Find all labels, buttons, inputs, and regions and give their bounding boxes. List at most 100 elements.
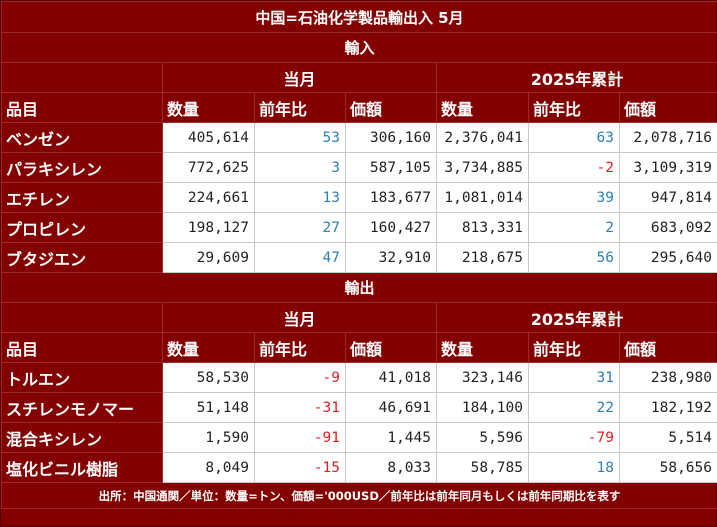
cell-month-volume: 224,661 — [162, 182, 255, 213]
cell-ytd-value: 947,814 — [619, 182, 717, 213]
cell-ytd-value: 5,514 — [619, 422, 717, 453]
cell-ytd-yoy: 2 — [528, 212, 620, 243]
cell-month-volume: 772,625 — [162, 152, 255, 183]
cell-ytd-yoy: -2 — [528, 152, 620, 183]
cell-month-volume: 8,049 — [162, 452, 255, 483]
cell-ytd-volume: 218,675 — [436, 242, 529, 273]
group-header-ytd: 2025年累計 — [436, 302, 717, 333]
row-item-name: パラキシレン — [1, 152, 163, 183]
group-header-month: 当月 — [162, 302, 437, 333]
table-title: 中国=石油化学製品輸出入 5月 — [1, 1, 717, 33]
cell-month-value: 587,105 — [345, 152, 437, 183]
table-row: トルエン 58,530 -9 41,018 323,146 31 238,980 — [1, 362, 717, 393]
row-item-name: ブタジエン — [1, 242, 163, 273]
cell-ytd-value: 182,192 — [619, 392, 717, 423]
cell-month-value: 46,691 — [345, 392, 437, 423]
cell-month-value: 160,427 — [345, 212, 437, 243]
cell-ytd-yoy: -79 — [528, 422, 620, 453]
cell-ytd-value: 58,656 — [619, 452, 717, 483]
trade-table: 中国=石油化学製品輸出入 5月 輸入 当月 2025年累計 品目 数量 前年比 価額 数量 前年… — [1, 1, 717, 509]
group-header-blank — [1, 302, 163, 333]
column-header-item: 品目 — [1, 332, 163, 363]
column-header: 前年比 — [528, 332, 620, 363]
section-row: 輸入 — [1, 32, 717, 63]
cell-month-yoy: 27 — [254, 212, 346, 243]
cell-month-value: 1,445 — [345, 422, 437, 453]
cell-ytd-value: 238,980 — [619, 362, 717, 393]
cell-ytd-volume: 5,596 — [436, 422, 529, 453]
cell-ytd-value: 2,078,716 — [619, 122, 717, 153]
column-header: 数量 — [436, 92, 529, 123]
cell-ytd-value: 683,092 — [619, 212, 717, 243]
cell-ytd-yoy: 31 — [528, 362, 620, 393]
cell-month-value: 32,910 — [345, 242, 437, 273]
cell-ytd-yoy: 39 — [528, 182, 620, 213]
cell-month-yoy: 13 — [254, 182, 346, 213]
cell-ytd-yoy: 63 — [528, 122, 620, 153]
column-header-item: 品目 — [1, 92, 163, 123]
row-item-name: トルエン — [1, 362, 163, 393]
column-header: 前年比 — [528, 92, 620, 123]
column-header: 数量 — [162, 92, 255, 123]
column-header: 価額 — [345, 332, 437, 363]
column-header: 数量 — [162, 332, 255, 363]
cell-month-value: 41,018 — [345, 362, 437, 393]
cell-month-value: 8,033 — [345, 452, 437, 483]
row-item-name: プロピレン — [1, 212, 163, 243]
cell-ytd-yoy: 18 — [528, 452, 620, 483]
cell-month-volume: 58,530 — [162, 362, 255, 393]
cell-month-volume: 198,127 — [162, 212, 255, 243]
section-label: 輸入 — [1, 32, 717, 63]
cell-ytd-volume: 58,785 — [436, 452, 529, 483]
cell-month-yoy: -91 — [254, 422, 346, 453]
cell-month-yoy: -31 — [254, 392, 346, 423]
cell-month-yoy: -15 — [254, 452, 346, 483]
table-row: ブタジエン 29,609 47 32,910 218,675 56 295,640 — [1, 242, 717, 273]
footnote: 出所：中国通関／単位：数量=トン、価額='000USD／前年比は前年同月もしくは… — [1, 482, 717, 509]
group-header-month: 当月 — [162, 62, 437, 93]
column-header: 前年比 — [254, 332, 346, 363]
column-header: 前年比 — [254, 92, 346, 123]
cell-ytd-value: 295,640 — [619, 242, 717, 273]
cell-ytd-volume: 1,081,014 — [436, 182, 529, 213]
column-header-row: 品目 数量 前年比 価額 数量 前年比 価額 — [1, 92, 717, 123]
cell-ytd-volume: 3,734,885 — [436, 152, 529, 183]
table-row: スチレンモノマー 51,148 -31 46,691 184,100 22 182,192 — [1, 392, 717, 423]
cell-month-volume: 405,614 — [162, 122, 255, 153]
row-item-name: ベンゼン — [1, 122, 163, 153]
column-header-row: 品目 数量 前年比 価額 数量 前年比 価額 — [1, 332, 717, 363]
group-header-ytd: 2025年累計 — [436, 62, 717, 93]
column-header: 価額 — [345, 92, 437, 123]
cell-month-value: 183,677 — [345, 182, 437, 213]
cell-month-yoy: -9 — [254, 362, 346, 393]
row-item-name: スチレンモノマー — [1, 392, 163, 423]
cell-month-yoy: 47 — [254, 242, 346, 273]
group-header-blank — [1, 62, 163, 93]
cell-ytd-value: 3,109,319 — [619, 152, 717, 183]
cell-month-volume: 29,609 — [162, 242, 255, 273]
cell-month-volume: 1,590 — [162, 422, 255, 453]
footnote-row: 出所：中国通関／単位：数量=トン、価額='000USD／前年比は前年同月もしくは… — [1, 482, 717, 509]
section-row: 輸出 — [1, 272, 717, 303]
cell-ytd-yoy: 22 — [528, 392, 620, 423]
section-label: 輸出 — [1, 272, 717, 303]
cell-ytd-volume: 184,100 — [436, 392, 529, 423]
cell-month-yoy: 3 — [254, 152, 346, 183]
cell-ytd-volume: 813,331 — [436, 212, 529, 243]
cell-ytd-volume: 2,376,041 — [436, 122, 529, 153]
table-row: 混合キシレン 1,590 -91 1,445 5,596 -79 5,514 — [1, 422, 717, 453]
table-row: 塩化ビニル樹脂 8,049 -15 8,033 58,785 18 58,656 — [1, 452, 717, 483]
table-row: パラキシレン 772,625 3 587,105 3,734,885 -2 3,109,31… — [1, 152, 717, 183]
table-row: ベンゼン 405,614 53 306,160 2,376,041 63 2,078,716 — [1, 122, 717, 153]
cell-ytd-yoy: 56 — [528, 242, 620, 273]
group-header-row: 当月 2025年累計 — [1, 62, 717, 93]
table-row: エチレン 224,661 13 183,677 1,081,014 39 947,814 — [1, 182, 717, 213]
cell-month-value: 306,160 — [345, 122, 437, 153]
column-header: 数量 — [436, 332, 529, 363]
cell-month-yoy: 53 — [254, 122, 346, 153]
cell-ytd-volume: 323,146 — [436, 362, 529, 393]
row-item-name: エチレン — [1, 182, 163, 213]
cell-month-volume: 51,148 — [162, 392, 255, 423]
row-item-name: 塩化ビニル樹脂 — [1, 452, 163, 483]
